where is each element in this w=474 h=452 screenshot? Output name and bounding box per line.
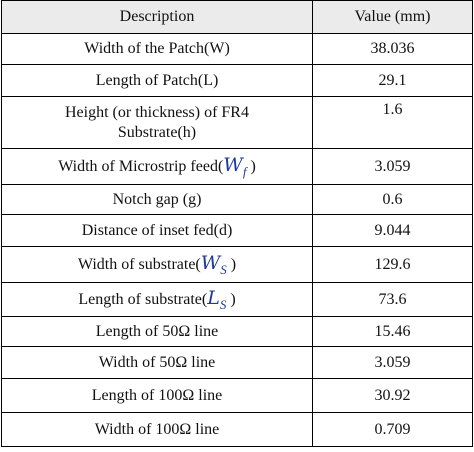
value-cell: 15.46 [312,316,473,347]
table-row: Length of substrate(LS ) 73.6 [1,282,473,317]
description-cell: Length of 100Ω line [1,378,313,413]
description-text: Notch gap (g) [112,190,202,208]
description-text: Width of Microstrip feed( [58,157,224,175]
description-text: Distance of inset fed(d) [81,221,233,239]
header-row: Description Value (mm) [1,0,473,34]
table-row: Notch gap (g) 0.6 [1,184,473,215]
description-text: Length of Patch(L) [95,71,219,89]
value-cell: 73.6 [312,282,473,317]
description-cell: Length of 50Ω line [1,316,313,347]
symbol: W [200,251,221,274]
table-row: Distance of inset fed(d) 9.044 [1,214,473,247]
description-text: Height (or thickness) of FR4 Substrate(h… [65,103,249,141]
description-cell: Width of the Patch(W) [1,33,313,65]
header-cell: Value (mm) [312,0,473,34]
table-row: Height (or thickness) of FR4 Substrate(h… [1,96,473,149]
table-row: Width of the Patch(W) 38.036 [1,33,473,65]
table-row: Width of Microstrip feed(Wf ) 3.059 [1,148,473,185]
table-row: Length of 100Ω line 30.92 [1,378,473,413]
symbol-subscript: f [242,163,247,179]
description-text: Length of 100Ω line [91,386,223,404]
table-body: Width of the Patch(W) 38.036 Length of Pat… [1,33,473,447]
description-cell: Length of Patch(L) [1,64,313,97]
description-cell: Notch gap (g) [1,184,313,215]
description-cell: Width of substrate(WS ) [1,246,313,283]
description-text: Width of substrate( [77,255,201,273]
value-cell: 38.036 [312,33,473,65]
description-text: Width of the Patch(W) [84,40,230,57]
table-row: Length of Patch(L) 29.1 [1,64,473,97]
value-cell: 1.6 [312,96,473,149]
description-cell: Height (or thickness) of FR4 Substrate(h… [1,96,313,149]
description-text: Length of substrate( [78,290,208,308]
table-row: Width of substrate(WS ) 129.6 [1,246,473,283]
value-cell: 3.059 [312,346,473,379]
value-cell: 129.6 [312,246,473,283]
header-cell: Description [1,0,313,34]
value-cell: 0.6 [312,184,473,215]
description-cell: Distance of inset fed(d) [1,214,313,247]
value-cell: 0.709 [312,412,473,447]
table-row: Width of 100Ω line 0.709 [1,412,473,447]
closing-paren: ) [250,157,256,175]
closing-paren: ) [230,255,237,273]
value-cell: 30.92 [312,378,473,413]
description-text: Width of 50Ω line [98,353,216,371]
table-row: Width of 50Ω line 3.059 [1,346,473,379]
closing-paren: ) [230,290,236,308]
table-row: Length of 50Ω line 15.46 [1,316,473,347]
value-cell: 3.059 [312,148,473,185]
value-cell: 29.1 [312,64,473,97]
description-cell: Width of 50Ω line [1,346,313,379]
symbol: W [223,153,243,176]
description-cell: Width of 100Ω line [1,412,313,447]
value-cell: 9.044 [312,214,473,247]
description-text: Length of 50Ω line [95,322,219,340]
description-cell: Width of Microstrip feed(Wf ) [1,148,313,185]
description-text: Width of 100Ω line [94,420,220,438]
symbol-subscript: S [219,296,227,312]
symbol: L [207,286,220,309]
symbol-subscript: S [220,261,227,277]
description-cell: Length of substrate(LS ) [1,282,313,317]
